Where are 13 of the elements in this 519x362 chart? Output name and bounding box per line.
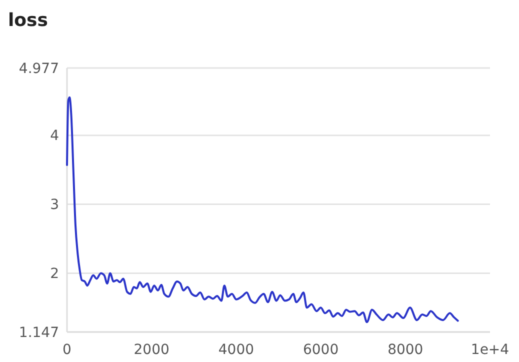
x-tick-label: 1e+4 <box>470 342 510 358</box>
y-tick-label: 3 <box>50 197 59 214</box>
line-series <box>66 96 459 324</box>
x-tick-label: 4000 <box>218 342 254 358</box>
y-tick-label: 4.977 <box>18 60 59 77</box>
y-tick-label: 2 <box>50 266 59 282</box>
x-tick-label: 2000 <box>134 342 170 358</box>
chart-title: loss <box>8 10 48 31</box>
x-tick-label: 8000 <box>388 342 424 358</box>
y-tick-label: 4 <box>50 128 60 144</box>
y-tick-label: 1.147 <box>18 324 59 341</box>
x-tick-label: 6000 <box>302 342 339 358</box>
x-tick-label: 0 <box>62 342 72 358</box>
